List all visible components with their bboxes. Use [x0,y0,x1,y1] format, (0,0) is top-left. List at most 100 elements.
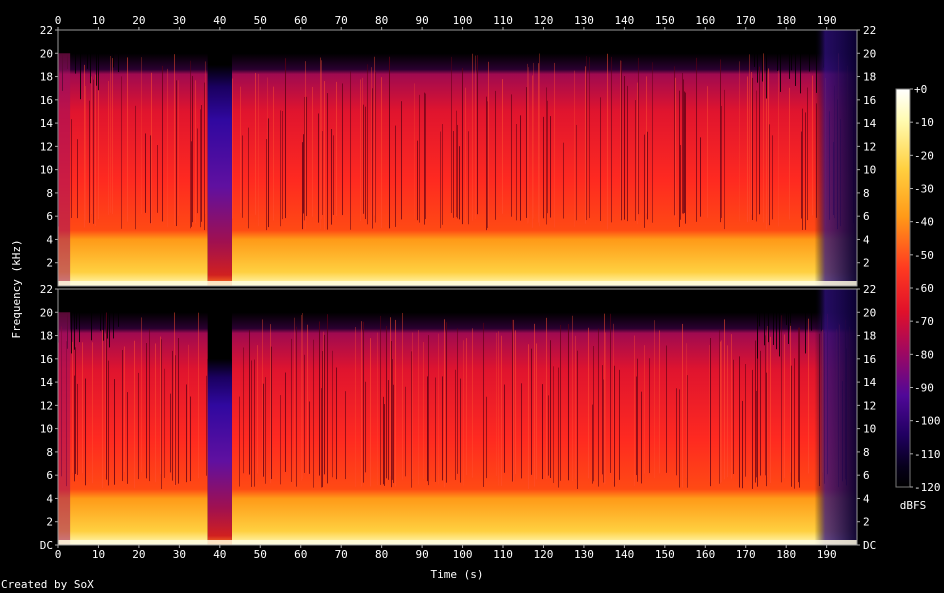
x-tick-label-bottom: 0 [55,548,62,561]
x-tick-label-bottom: 180 [776,548,796,561]
y-tick-label-right: 10 [863,423,876,436]
x-tick-label-top: 50 [254,14,267,27]
x-tick-label-top: 10 [92,14,105,27]
x-tick-label-top: 70 [335,14,348,27]
colorbar-tick-label: -70 [914,315,934,328]
y-tick-label-left: 2 [46,516,53,529]
colorbar-tick-label: -90 [914,382,934,395]
x-tick-label-top: 20 [132,14,145,27]
x-tick-label-bottom: 30 [173,548,186,561]
y-tick-label-left: 6 [46,469,53,482]
y-tick-label-right: 18 [863,71,876,84]
x-tick-label-bottom: 120 [534,548,554,561]
y-tick-label-right: 16 [863,94,876,107]
x-tick-label-top: 130 [574,14,594,27]
y-tick-label-left: 12 [40,140,53,153]
y-tick-label-left: DC [40,539,53,552]
colorbar-tick-label: -80 [914,348,934,361]
y-tick-label-left: 20 [40,47,53,60]
y-tick-label-left: 22 [40,24,53,37]
colorbar-tick-label: +0 [914,83,927,96]
x-axis: 0 0 10 10 20 20 30 30 40 40 50 50 60 60 70 70 80 80 90 90 10… [55,14,837,561]
x-tick-label-top: 170 [736,14,756,27]
colorbar-tick-label: -40 [914,216,934,229]
y-tick-label-right: 2 [863,257,870,270]
x-tick-label-bottom: 150 [655,548,675,561]
x-tick-label-bottom: 80 [375,548,388,561]
x-tick-label-bottom: 190 [817,548,837,561]
colorbar-tick-label: -30 [914,183,934,196]
y-tick-label-left: 8 [46,446,53,459]
credit-text: Created by SoX [1,578,94,591]
y-tick-label-left: 14 [40,117,54,130]
x-tick-label-top: 190 [817,14,837,27]
y-tick-label-left: 10 [40,164,53,177]
x-tick-label-top: 110 [493,14,513,27]
y-tick-label-right: 6 [863,469,870,482]
colorbar-ticks: +0 -10 -20 -30 -40 -50 -60 -70 -80 -90 -100 -110 -12… [910,83,941,494]
colorbar-tick-label: -60 [914,282,934,295]
colorbar-label: dBFS [900,499,927,512]
y-tick-label-left: 14 [40,376,54,389]
y-tick-label-left: 4 [46,492,53,505]
y-tick-label-right: 2 [863,516,870,529]
y-tick-label-right: 4 [863,233,870,246]
y-tick-label-right: 8 [863,187,870,200]
y-tick-label-right: 22 [863,24,876,37]
colorbar-tick-label: -10 [914,116,934,129]
colorbar [895,88,911,488]
y-tick-label-right: 22 [863,283,876,296]
x-tick-label-bottom: 130 [574,548,594,561]
x-tick-label-top: 100 [453,14,473,27]
y-tick-label-right: 14 [863,376,877,389]
x-tick-label-bottom: 170 [736,548,756,561]
y-tick-label-right: 8 [863,446,870,459]
x-tick-label-bottom: 10 [92,548,105,561]
y-tick-label-right: 20 [863,47,876,60]
x-tick-label-top: 60 [294,14,307,27]
channel-2-panel [57,288,858,546]
y-tick-label-right: 14 [863,117,877,130]
y-axis-label: Frequency (kHz) [10,239,23,338]
colorbar-tick-label: -20 [914,149,934,162]
x-tick-label-bottom: 60 [294,548,307,561]
x-tick-label-top: 120 [534,14,554,27]
y-tick-label-left: 8 [46,187,53,200]
x-tick-label-bottom: 100 [453,548,473,561]
x-tick-label-bottom: 90 [415,548,428,561]
y-tick-label-left: 18 [40,330,53,343]
colorbar-tick-label: -100 [914,415,941,428]
x-tick-label-top: 180 [776,14,796,27]
x-axis-label: Time (s) [431,568,484,581]
y-tick-label-left: 18 [40,71,53,84]
y-tick-label-left: 2 [46,257,53,270]
colorbar-tick-label: -50 [914,249,934,262]
x-tick-label-top: 30 [173,14,186,27]
x-tick-label-top: 40 [213,14,226,27]
y-tick-label-right: 12 [863,399,876,412]
y-tick-label-left: 22 [40,283,53,296]
x-tick-label-bottom: 70 [335,548,348,561]
channel-panels [57,29,858,546]
x-tick-label-top: 160 [695,14,715,27]
colorbar-tick-label: -110 [914,448,941,461]
y-tick-label-right: 4 [863,492,870,505]
y-tick-label-right: 10 [863,164,876,177]
y-tick-label-left: 12 [40,399,53,412]
x-tick-label-top: 80 [375,14,388,27]
y-tick-label-right: 12 [863,140,876,153]
x-tick-label-bottom: 20 [132,548,145,561]
y-tick-label-right: DC [863,539,876,552]
x-tick-label-bottom: 160 [695,548,715,561]
x-tick-label-top: 90 [415,14,428,27]
y-tick-label-left: 6 [46,210,53,223]
x-tick-label-bottom: 140 [614,548,634,561]
x-tick-label-bottom: 40 [213,548,226,561]
y-tick-label-left: 16 [40,94,53,107]
x-tick-label-bottom: 110 [493,548,513,561]
y-tick-label-left: 20 [40,306,53,319]
y-tick-label-right: 18 [863,330,876,343]
x-tick-label-top: 140 [614,14,634,27]
channel-1-panel [57,29,858,287]
